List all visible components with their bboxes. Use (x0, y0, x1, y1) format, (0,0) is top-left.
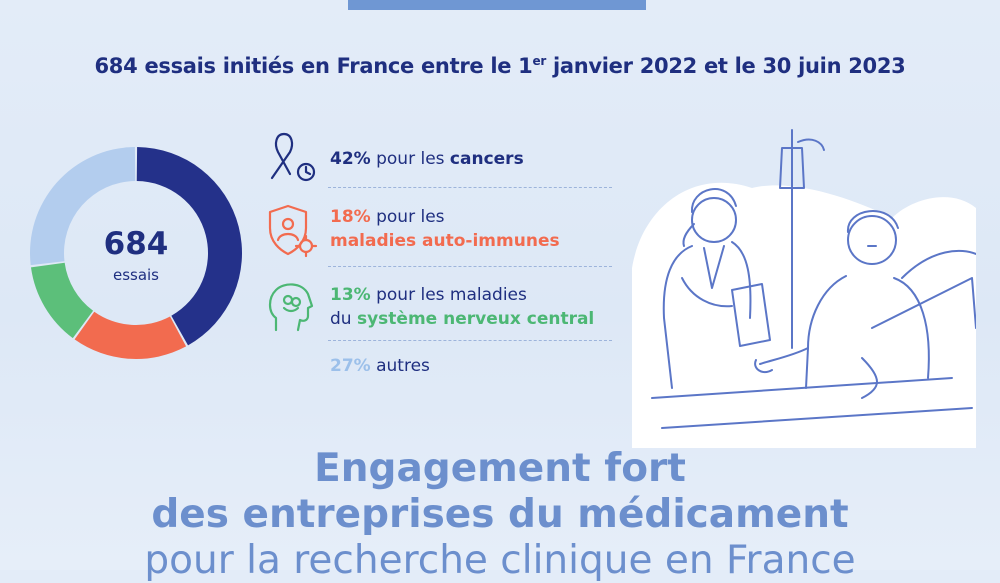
donut-chart (30, 147, 242, 359)
bottom-title-line3: pour la recherche clinique en France (144, 538, 856, 583)
top-banner-bar (348, 0, 646, 10)
headline: 684 essais initiés en France entre le 1e… (94, 54, 906, 78)
brain-head-icon (268, 283, 314, 332)
divider (328, 187, 612, 188)
bottom-title-line2: des entreprises du médicament (151, 492, 849, 537)
segment-nervous-system (30, 262, 94, 339)
divider (328, 340, 612, 341)
doctor-patient-illustration (632, 129, 976, 448)
bottom-title-line1: Engagement fort (314, 446, 686, 491)
donut-center-number: 684 (103, 226, 169, 262)
shield-virus-icon (268, 204, 318, 258)
segment-other (30, 147, 136, 266)
segment-cancers (136, 147, 242, 346)
ribbon-clock-icon (270, 132, 316, 182)
segment-auto-immune (74, 311, 187, 359)
stat-highlight: cancers (449, 149, 524, 169)
divider (328, 266, 612, 267)
stat-pct: 42% (330, 149, 371, 169)
donut-center-label: essais (112, 266, 160, 284)
